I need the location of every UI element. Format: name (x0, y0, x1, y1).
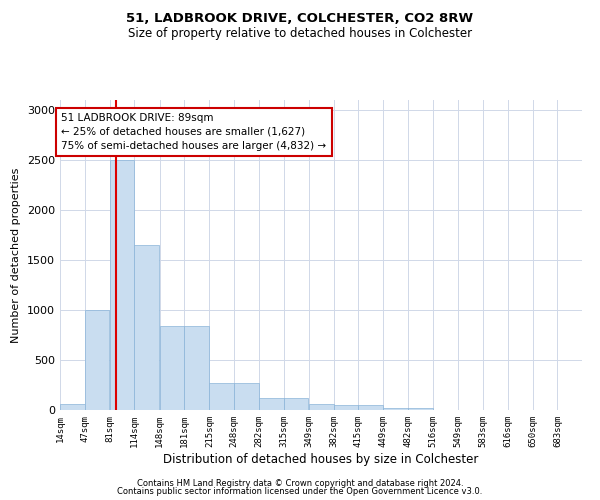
Text: 51, LADBROOK DRIVE, COLCHESTER, CO2 8RW: 51, LADBROOK DRIVE, COLCHESTER, CO2 8RW (127, 12, 473, 26)
Text: Contains public sector information licensed under the Open Government Licence v3: Contains public sector information licen… (118, 487, 482, 496)
Bar (60, 404, 85, 410)
Bar (209, 383, 234, 410)
Bar (160, 326, 184, 410)
Bar (134, 245, 159, 410)
Bar (85, 310, 109, 410)
Bar (408, 408, 433, 410)
Bar (383, 408, 408, 410)
Text: 51 LADBROOK DRIVE: 89sqm
← 25% of detached houses are smaller (1,627)
75% of sem: 51 LADBROOK DRIVE: 89sqm ← 25% of detach… (61, 113, 326, 151)
Text: Size of property relative to detached houses in Colchester: Size of property relative to detached ho… (128, 28, 472, 40)
Bar (309, 404, 334, 410)
Bar (358, 404, 383, 410)
Bar (110, 160, 134, 410)
Bar (184, 326, 209, 410)
Text: Contains HM Land Registry data © Crown copyright and database right 2024.: Contains HM Land Registry data © Crown c… (137, 478, 463, 488)
Bar (284, 398, 308, 410)
Bar (234, 383, 259, 410)
Bar (334, 404, 358, 410)
Bar (259, 398, 284, 410)
Y-axis label: Number of detached properties: Number of detached properties (11, 168, 22, 342)
X-axis label: Distribution of detached houses by size in Colchester: Distribution of detached houses by size … (163, 452, 479, 466)
